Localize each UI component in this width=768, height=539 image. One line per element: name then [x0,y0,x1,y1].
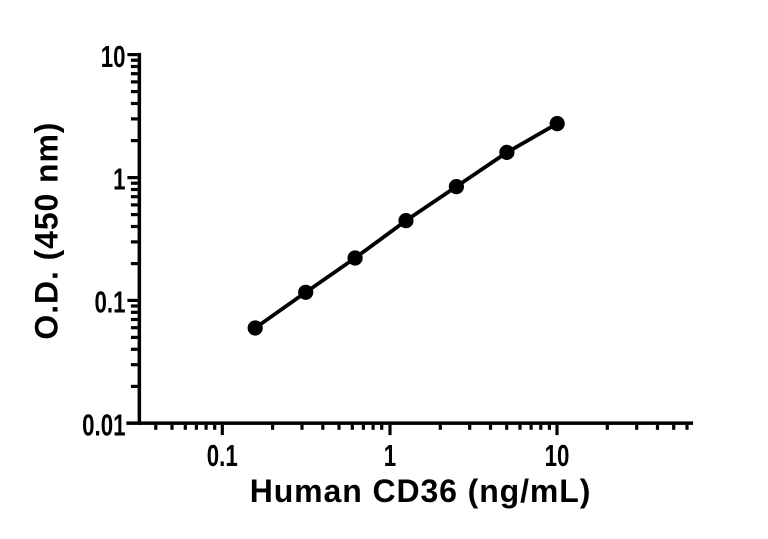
svg-text:10: 10 [101,40,126,74]
svg-text:0.01: 0.01 [82,408,125,442]
svg-text:1: 1 [113,162,126,196]
svg-text:0.1: 0.1 [207,439,238,473]
svg-text:0.1: 0.1 [95,285,126,319]
svg-text:O.D. (450 nm): O.D. (450 nm) [29,122,65,340]
svg-text:1: 1 [384,439,397,473]
svg-text:10: 10 [545,439,570,473]
svg-text:Human CD36 (ng/mL): Human CD36 (ng/mL) [250,473,592,509]
